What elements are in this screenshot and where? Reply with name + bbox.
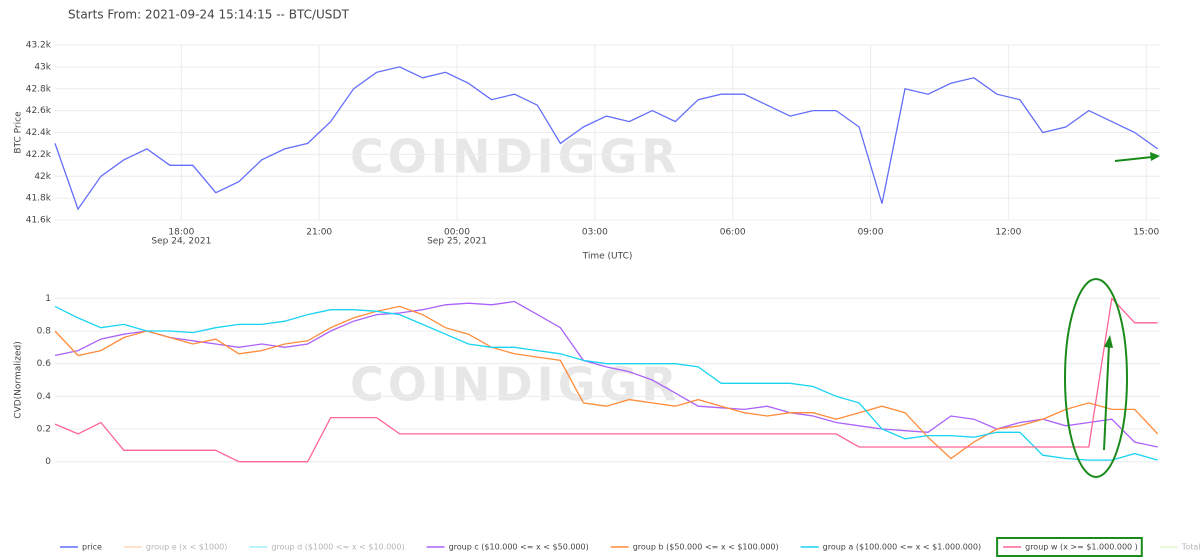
- y-tick-label: 42.8k: [26, 84, 52, 94]
- arrow: [1114, 156, 1153, 162]
- x-tick-label: 12:00: [995, 228, 1021, 238]
- x-tick-label: 21:00: [306, 228, 332, 238]
- x-tick-label: 09:00: [858, 228, 884, 238]
- arrow: [1103, 344, 1110, 451]
- series-line: [54, 305, 1159, 460]
- y-tick-label: 1: [45, 294, 51, 304]
- legend: price group e (x < $1000) group d ($1000 <…: [60, 537, 1200, 557]
- legend-label: group e (x < $1000): [146, 543, 227, 552]
- annotations: [1064, 152, 1160, 478]
- x-tick-label: 15:00: [1133, 228, 1159, 238]
- series-line: [54, 300, 1158, 448]
- legend-highlight: [996, 537, 1143, 557]
- y-tick-label: 0.4: [37, 392, 52, 402]
- price-chart: 41.6k 41.8k 42k 42.2k 42.4k 42.6k 42.8k 43k 43.2…: [14, 41, 1160, 262]
- watermark: COINDIGGR: [350, 358, 681, 412]
- y-axis-title: CVD(Normalized): [14, 341, 24, 418]
- x-tick-label: 03:00: [582, 228, 608, 238]
- series-line: [54, 296, 1158, 463]
- x-tick-label: 18:00: [168, 228, 194, 238]
- series-line: [54, 66, 1159, 211]
- highlight-ellipse: [1064, 278, 1128, 478]
- y-tick-label: 0.6: [37, 359, 52, 369]
- y-tick-label: 42.6k: [26, 106, 52, 116]
- y-tick-label: 42.4k: [26, 128, 52, 138]
- legend-label: Total: [1181, 543, 1200, 552]
- legend-label: price: [82, 543, 102, 552]
- x-tick-label: 00:00: [444, 228, 470, 238]
- y-tick-label: 43k: [34, 62, 51, 72]
- legend-label: group w (x >= $1.000.000 ): [1025, 543, 1138, 552]
- arrow-head: [1104, 335, 1113, 348]
- page-title: Starts From: 2021-09-24 15:14:15 -- BTC/…: [68, 8, 350, 22]
- watermark: COINDIGGR: [350, 130, 681, 184]
- x-tick-date: Sep 24, 2021: [151, 237, 211, 247]
- x-axis-title: Time (UTC): [582, 252, 633, 262]
- y-tick-label: 0.8: [37, 326, 52, 336]
- x-tick-label: 06:00: [720, 228, 746, 238]
- y-tick-label: 42k: [34, 172, 51, 182]
- cvd-chart: 0 0.2 0.4 0.6 0.8 1 CVD(Normalized): [14, 294, 1160, 467]
- y-tick-label: 0.2: [37, 425, 51, 435]
- series-line: [54, 305, 1158, 461]
- y-tick-label: 42.2k: [26, 150, 52, 160]
- x-tick-date: Sep 25, 2021: [427, 237, 487, 247]
- y-tick-label: 41.6k: [26, 216, 52, 226]
- y-axis-title: BTC Price: [14, 111, 24, 154]
- y-tick-label: 41.8k: [26, 194, 52, 204]
- legend-label: group d ($1000 <= x < $10.000): [271, 543, 404, 552]
- arrow-head: [1150, 152, 1160, 161]
- y-tick-label: 0: [45, 457, 51, 467]
- legend-label: group a ($100.000 <= x < $1.000.000): [823, 543, 981, 552]
- y-tick-label: 43.2k: [26, 41, 52, 51]
- legend-label: group b ($50.000 <= x < $100.000): [633, 543, 779, 552]
- legend-label: group c ($10.000 <= x < $50.000): [449, 543, 589, 552]
- watermarks: COINDIGGR COINDIGGR: [350, 130, 681, 412]
